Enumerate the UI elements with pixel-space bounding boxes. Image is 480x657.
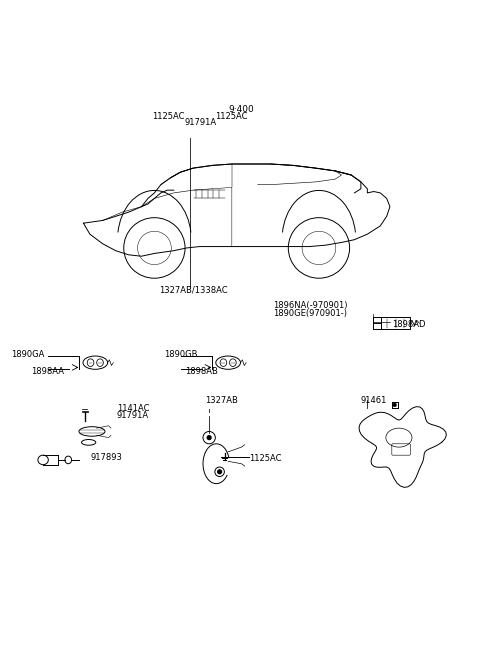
Text: 91461: 91461	[361, 396, 387, 405]
Text: 91791A: 91791A	[117, 411, 149, 420]
Text: 917893: 917893	[91, 453, 122, 462]
Text: 1327AB: 1327AB	[205, 396, 238, 405]
Circle shape	[207, 436, 211, 440]
Text: 1125AC: 1125AC	[250, 455, 282, 463]
Circle shape	[218, 470, 221, 474]
Text: 1896NA(-970901): 1896NA(-970901)	[273, 302, 348, 311]
Text: 1125AC: 1125AC	[216, 112, 248, 121]
Text: 1141AC: 1141AC	[117, 404, 149, 413]
Text: 1125AC: 1125AC	[152, 112, 184, 121]
Text: 1327AB/1338AC: 1327AB/1338AC	[159, 286, 228, 295]
Text: 1898AD: 1898AD	[392, 320, 425, 329]
Text: 1890GA: 1890GA	[12, 350, 45, 359]
Text: 1898AB: 1898AB	[185, 367, 218, 376]
Text: 9·400: 9·400	[228, 105, 254, 114]
Text: 1898AA: 1898AA	[31, 367, 64, 376]
Circle shape	[393, 403, 396, 406]
Text: 1890GE(970901-): 1890GE(970901-)	[273, 309, 347, 318]
Text: 1890GB: 1890GB	[164, 350, 198, 359]
Text: 91791A: 91791A	[184, 118, 216, 127]
